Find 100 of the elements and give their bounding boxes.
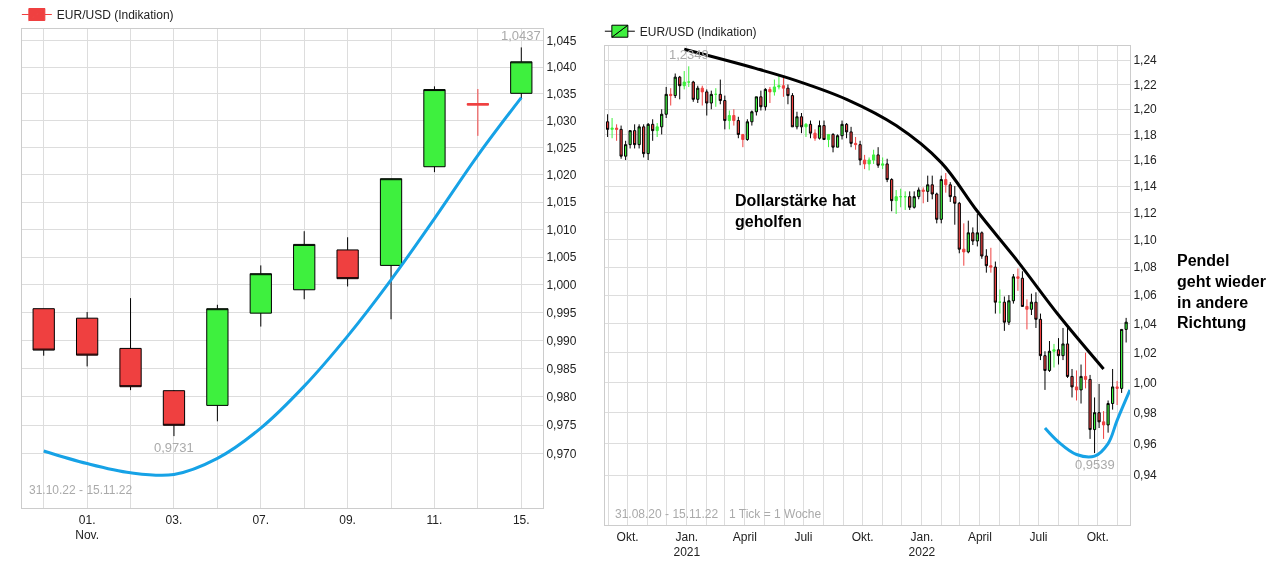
candlestick: [1074, 369, 1079, 401]
y-tick-label: 1,12: [1133, 205, 1158, 220]
y-tick-label: 1,045: [546, 33, 577, 48]
y-tick-label: 0,96: [1133, 436, 1158, 451]
candlestick: [858, 140, 862, 166]
annotation: 1,2349: [669, 47, 709, 62]
y-tick-label: 0,985: [546, 361, 577, 376]
x-tick-label: Jan. 2022: [908, 529, 936, 560]
candlestick: [894, 189, 898, 215]
y-tick-label: 1,04: [1133, 316, 1158, 331]
candlestick: [379, 178, 403, 320]
y-tick-label: 1,030: [546, 113, 577, 128]
candlestick: [912, 190, 916, 210]
candlestick: [714, 87, 718, 108]
y-tick-label: 1,24: [1133, 53, 1158, 68]
y-tick-label: 1,005: [546, 250, 577, 265]
annotation: 0,9731: [154, 440, 194, 455]
annotation: 0,9539: [1075, 457, 1115, 472]
candlestick: [831, 132, 835, 153]
candlestick: [75, 311, 99, 367]
candlestick: [32, 308, 55, 357]
candlestick: [1115, 380, 1119, 406]
candlestick: [908, 190, 912, 211]
candlestick: [899, 188, 903, 208]
candlestick: [162, 389, 186, 437]
candlestick: [619, 125, 623, 160]
y-tick-label: 1,000: [546, 277, 577, 292]
candlestick: [466, 88, 490, 137]
annotation: Dollarstärke hat geholfen: [735, 192, 857, 230]
candlestick: [206, 304, 229, 422]
candlestick: [876, 146, 880, 169]
y-tick-label: 1,16: [1133, 153, 1158, 168]
candlestick: [696, 85, 700, 104]
candlestick: [610, 117, 614, 139]
x-tick-label: April: [967, 529, 992, 544]
candlestick: [939, 175, 943, 224]
y-tick-label: 0,975: [546, 418, 577, 433]
annotation: 31.10.22 - 15.11.22: [29, 483, 133, 497]
y-tick-label: 1,22: [1133, 77, 1158, 92]
y-tick-label: 1,06: [1133, 288, 1158, 303]
candlestick: [605, 113, 610, 138]
y-tick-label: 1,010: [546, 222, 577, 237]
x-tick-label: Juli: [794, 529, 813, 544]
candlestick: [510, 46, 533, 100]
annotation: 1 Tick = 1 Woche: [729, 507, 822, 521]
candlestick: [926, 175, 930, 203]
x-tick-label: Juli: [1029, 529, 1048, 544]
x-tick-label: Okt.: [616, 529, 639, 544]
legend-label: EUR/USD (Indikation): [639, 24, 757, 39]
line-series: [42, 96, 523, 477]
y-tick-label: 1,10: [1133, 232, 1158, 247]
y-tick-label: 1,20: [1133, 102, 1158, 117]
candlestick: [772, 79, 777, 97]
candlestick: [673, 72, 677, 99]
y-tick-label: 0,970: [546, 447, 577, 462]
candlestick: [759, 90, 763, 112]
y-tick-label: 0,990: [546, 333, 577, 348]
candlestick: [849, 126, 853, 148]
candlestick: [817, 120, 822, 141]
candlestick: [119, 297, 142, 391]
candlestick: [1052, 343, 1056, 368]
annotation: 31.08.20 - 15.11.22: [615, 507, 719, 521]
candlestick: [903, 190, 907, 211]
y-tick-label: 1,00: [1133, 375, 1158, 390]
candlestick: [669, 87, 673, 107]
legend-label: EUR/USD (Indikation): [56, 8, 174, 23]
candlestick: [727, 110, 731, 130]
candlestick: [768, 86, 772, 104]
candlestick: [293, 230, 316, 300]
line-series: [1043, 388, 1130, 459]
candlestick: [682, 70, 686, 90]
y-tick-label: 1,08: [1133, 260, 1158, 275]
candlestick: [423, 85, 446, 173]
candlestick: [646, 122, 650, 161]
y-tick-label: 0,980: [546, 390, 577, 405]
candlestick: [822, 120, 826, 141]
candlestick: [799, 112, 804, 134]
annotation: 1,0437: [501, 28, 541, 43]
y-tick-label: 1,02: [1133, 345, 1158, 360]
y-tick-label: 0,94: [1133, 468, 1158, 483]
candlestick: [687, 65, 691, 88]
candlestick: [826, 133, 831, 148]
x-tick-label: 01. Nov.: [75, 512, 100, 543]
candlestick: [921, 186, 925, 204]
y-tick-label: 1,18: [1133, 127, 1158, 142]
x-tick-label: Okt.: [1086, 529, 1109, 544]
y-tick-label: 1,035: [546, 87, 577, 102]
y-tick-label: 1,015: [546, 195, 577, 210]
x-tick-label: 11.: [426, 512, 443, 527]
candlestick: [249, 264, 272, 328]
x-tick-label: Okt.: [851, 529, 874, 544]
y-tick-label: 1,025: [546, 140, 577, 155]
y-tick-label: 1,020: [546, 168, 577, 183]
x-tick-label: 09.: [339, 512, 356, 527]
candlestick: [804, 122, 808, 138]
x-tick-label: 03.: [165, 512, 183, 527]
candlestick: [336, 236, 359, 287]
y-tick-label: 1,14: [1133, 179, 1158, 194]
x-tick-label: 07.: [252, 512, 270, 527]
candlestick: [998, 288, 1002, 315]
